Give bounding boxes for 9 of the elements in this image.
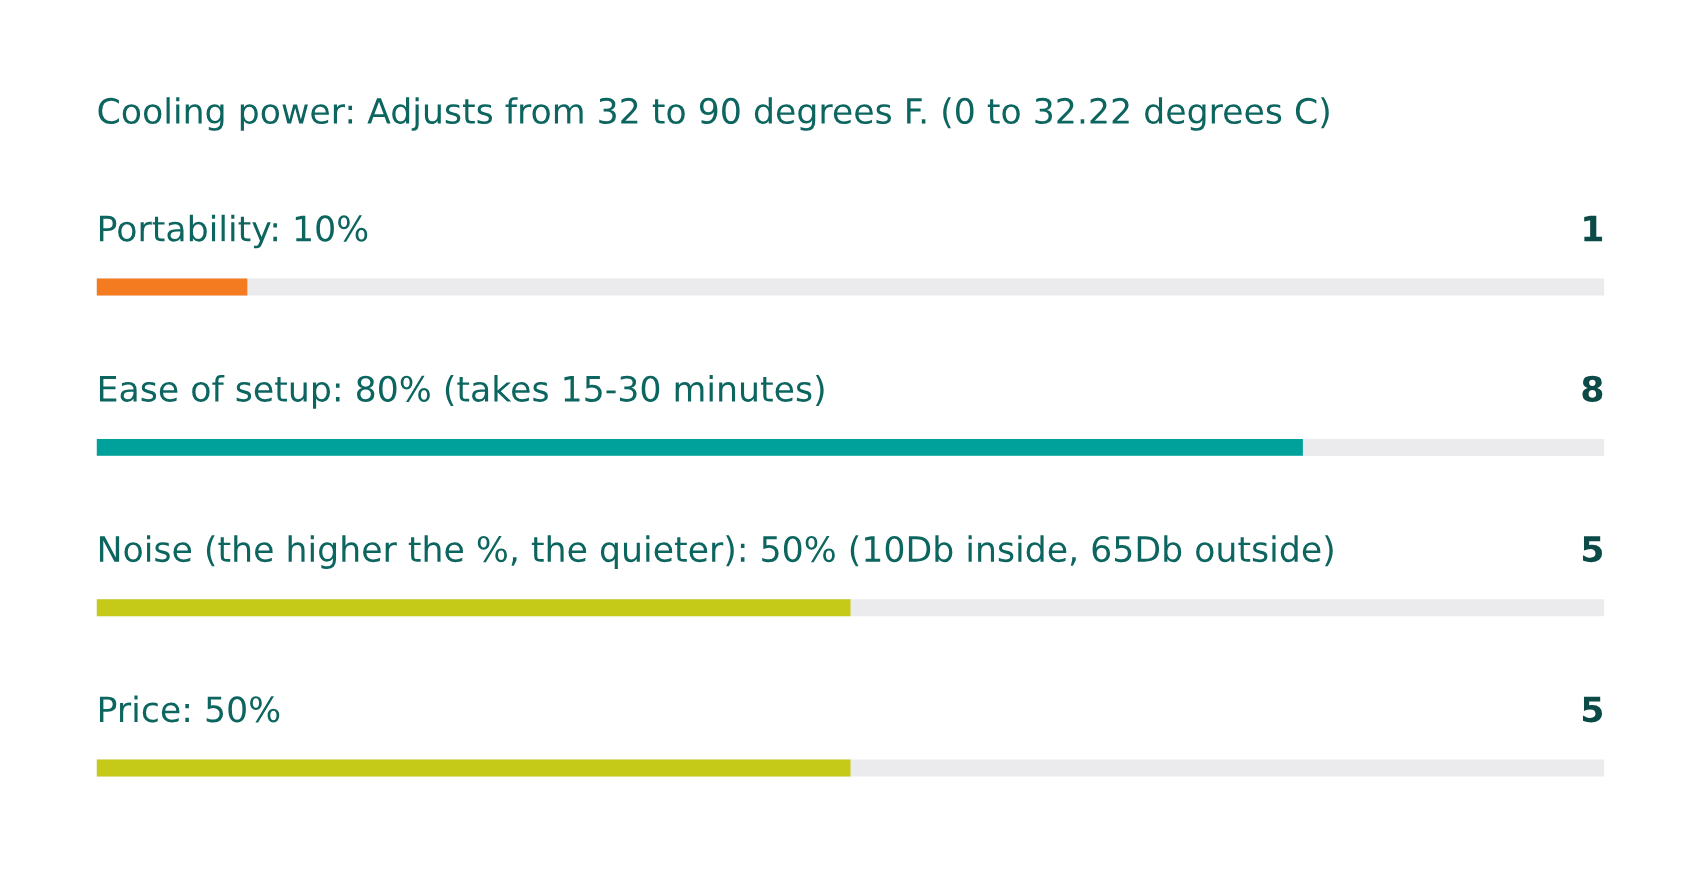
y-tick-label: Noise (the higher the %, the quieter): 50% (10Db inside, 65Db outside) — [99, 535, 1333, 569]
y-tick-label: Price: 50% — [99, 695, 280, 723]
data-label: 5 — [1582, 696, 1603, 723]
data-label: 1 — [1584, 215, 1603, 242]
data-label: 5 — [1582, 536, 1603, 563]
data-label: 8 — [1582, 375, 1603, 402]
y-tick-label: Portability: 10% — [99, 214, 368, 249]
y-tick-label: Ease of setup: 80% (takes 15-30 minutes) — [99, 375, 824, 409]
chart-title: Cooling power: Adjusts from 32 to 90 degrees F. (0 to 32.22 degrees C) — [98, 97, 1329, 131]
